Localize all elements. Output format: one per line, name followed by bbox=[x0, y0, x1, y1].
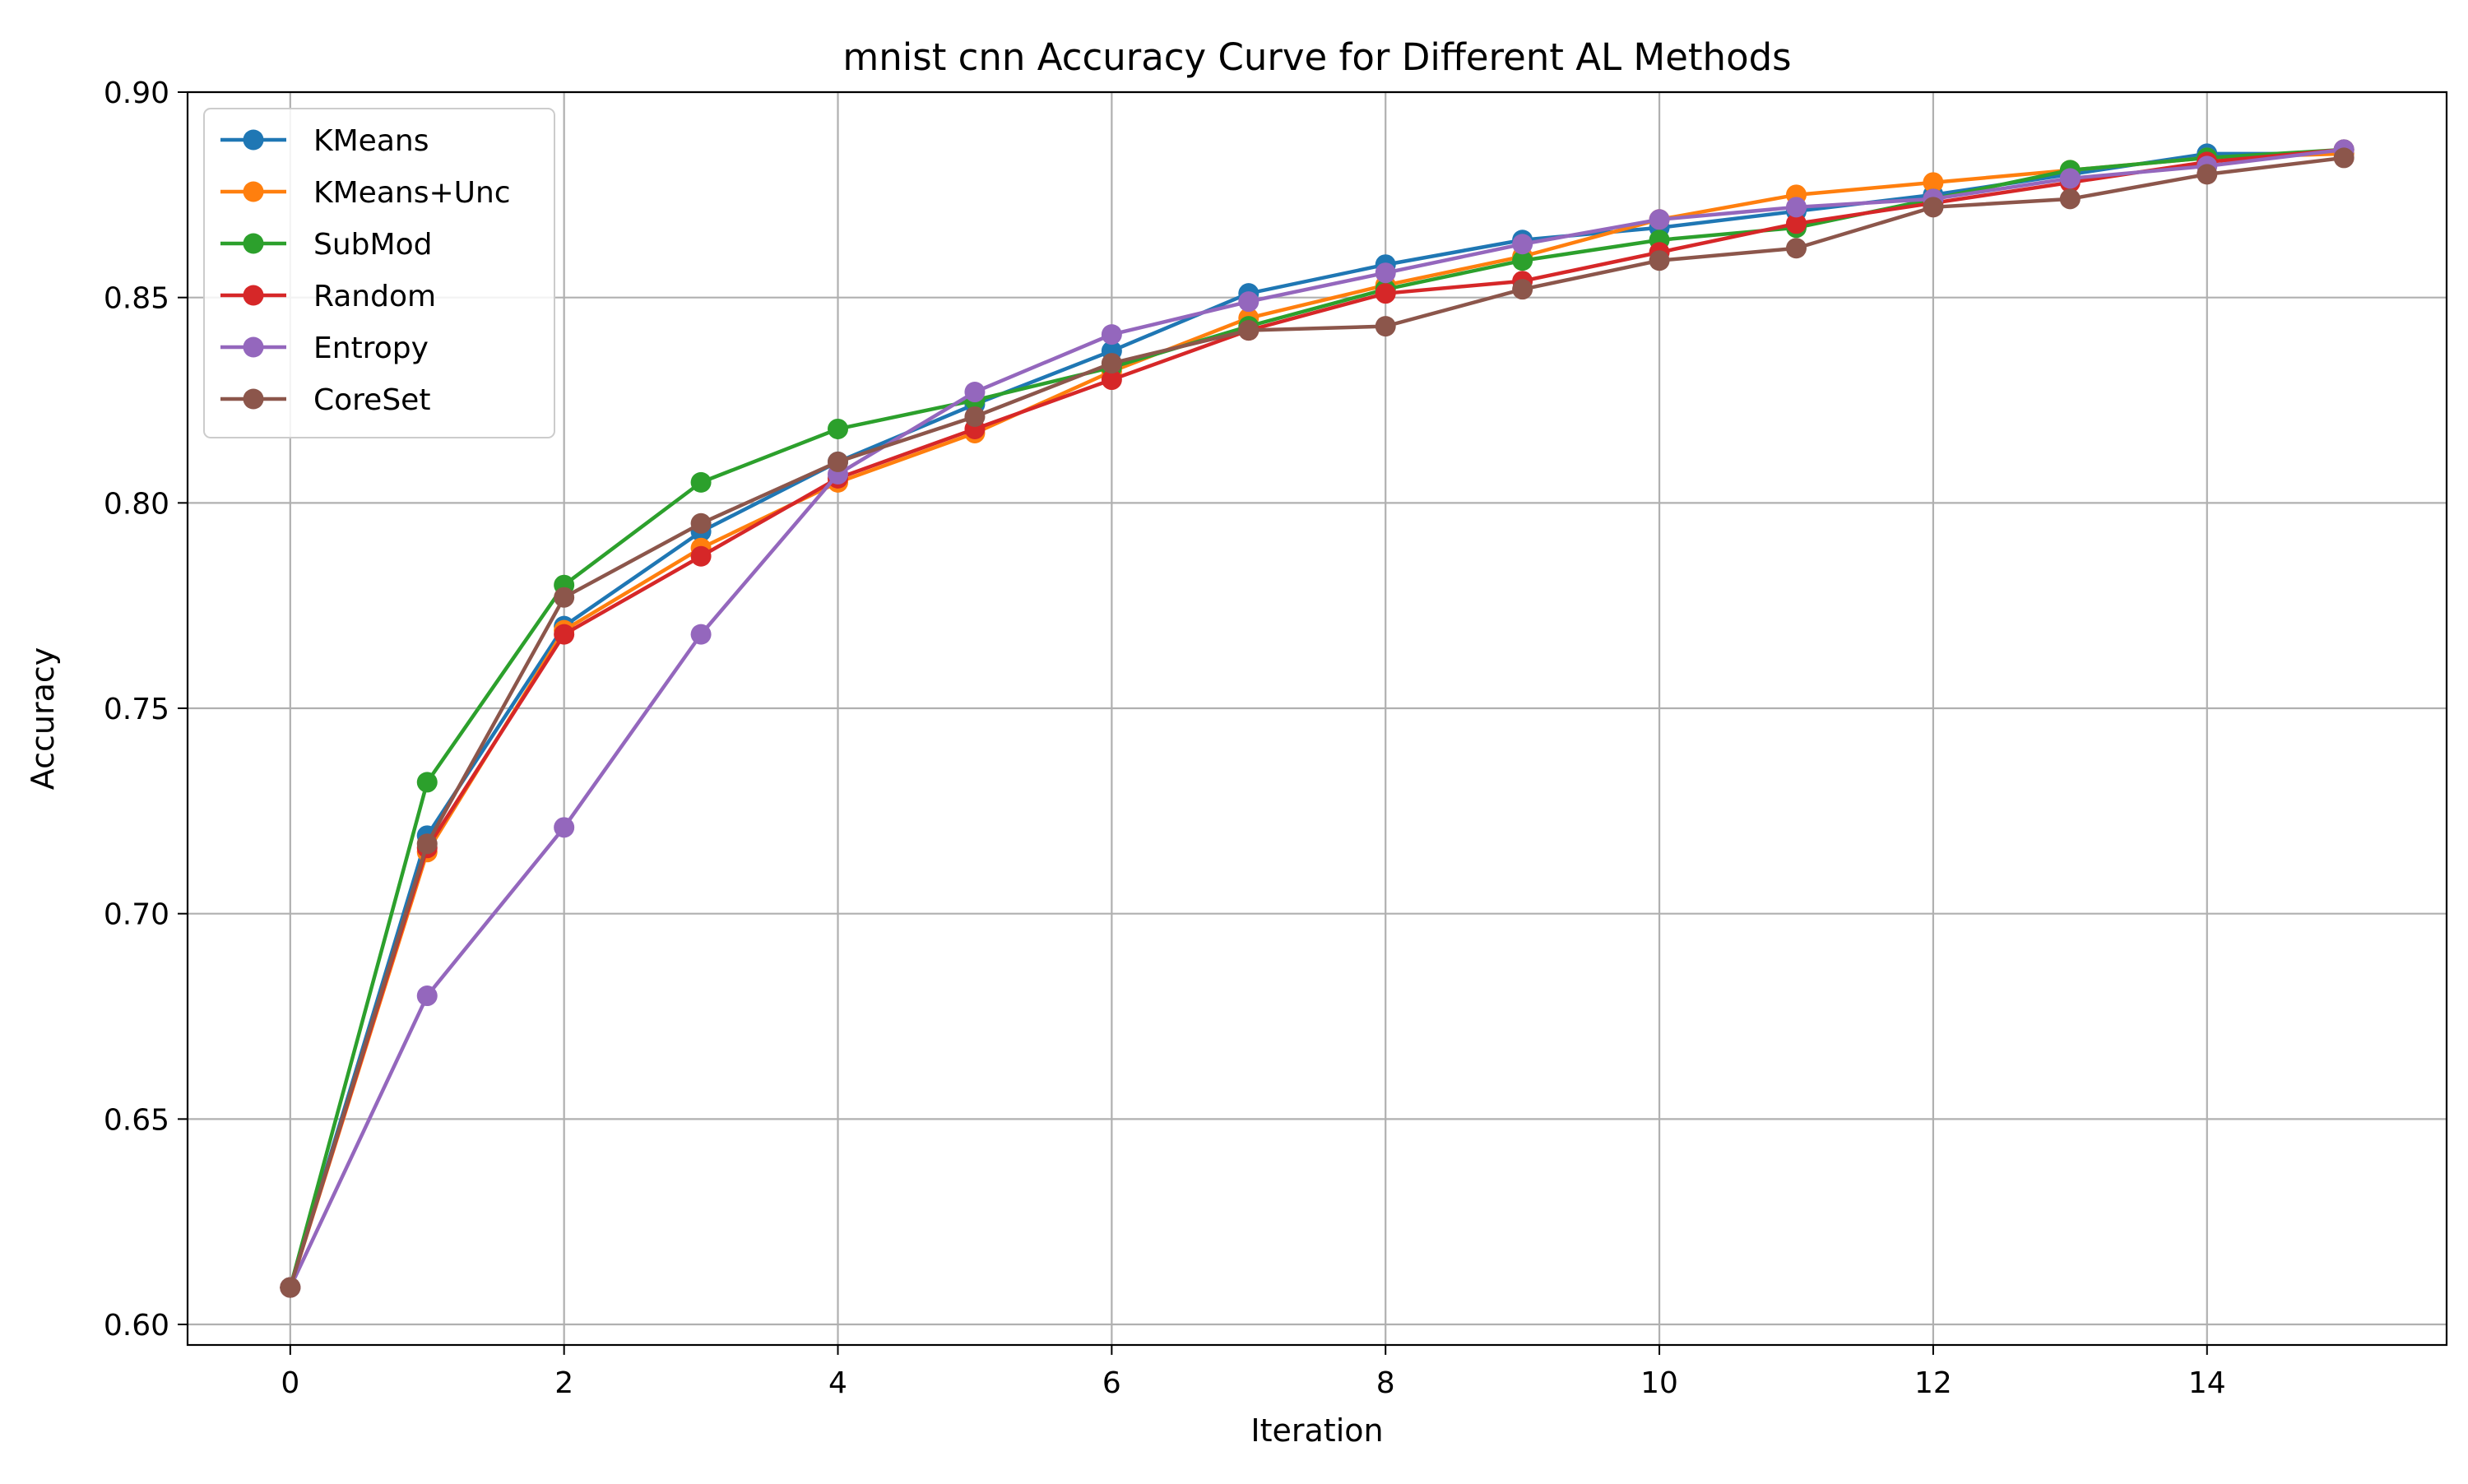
data-point bbox=[828, 451, 849, 472]
data-point bbox=[1785, 197, 1807, 218]
series-line bbox=[288, 147, 2345, 1288]
plot-frame bbox=[186, 90, 2448, 1347]
legend-label: KMeans+Unc bbox=[313, 176, 511, 210]
legend-label: CoreSet bbox=[313, 383, 430, 417]
data-point bbox=[2197, 164, 2218, 185]
data-point bbox=[690, 471, 712, 493]
legend-label: Random bbox=[313, 280, 436, 313]
series-entropy bbox=[280, 139, 2354, 1298]
series-layer bbox=[280, 139, 2354, 1298]
legend-marker bbox=[243, 233, 264, 254]
data-point bbox=[690, 512, 712, 534]
series-line bbox=[288, 155, 2345, 1288]
legend-item: Random bbox=[220, 280, 436, 313]
data-point bbox=[1238, 320, 1260, 341]
y-tick-label: 0.70 bbox=[104, 898, 169, 932]
data-point bbox=[280, 1277, 301, 1298]
data-point bbox=[416, 833, 438, 855]
data-point bbox=[416, 985, 438, 1007]
y-tick-label: 0.60 bbox=[104, 1309, 169, 1343]
x-tick-label: 14 bbox=[2188, 1366, 2226, 1400]
x-axis-label: Iteration bbox=[1250, 1412, 1383, 1449]
data-point bbox=[2059, 188, 2081, 210]
data-point bbox=[1923, 197, 1944, 218]
series-line bbox=[288, 147, 2345, 1289]
data-point bbox=[1375, 262, 1396, 284]
legend-marker bbox=[243, 336, 264, 358]
x-tick-label: 10 bbox=[1640, 1366, 1678, 1400]
x-tick-label: 2 bbox=[554, 1366, 573, 1400]
y-tick-label: 0.90 bbox=[104, 77, 169, 110]
y-tick-label: 0.80 bbox=[104, 487, 169, 521]
data-point bbox=[1101, 353, 1122, 374]
data-point bbox=[1101, 324, 1122, 345]
data-point bbox=[1512, 234, 1533, 255]
chart-title: mnist cnn Accuracy Curve for Different A… bbox=[842, 35, 1791, 79]
data-point bbox=[1785, 238, 1807, 259]
legend-item: Entropy bbox=[220, 332, 429, 365]
data-point bbox=[964, 382, 986, 403]
data-point bbox=[1649, 250, 1670, 271]
data-point bbox=[690, 624, 712, 645]
legend-marker bbox=[243, 129, 264, 151]
y-tick-label: 0.75 bbox=[104, 693, 169, 726]
data-point bbox=[2059, 168, 2081, 189]
data-point bbox=[964, 406, 986, 427]
legend-box bbox=[203, 108, 555, 438]
data-point bbox=[1375, 283, 1396, 304]
x-tick-label: 6 bbox=[1102, 1366, 1121, 1400]
y-tick-label: 0.85 bbox=[104, 282, 169, 316]
data-point bbox=[1512, 279, 1533, 300]
data-point bbox=[1101, 369, 1122, 391]
data-point bbox=[1238, 291, 1260, 313]
data-point bbox=[1375, 316, 1396, 337]
axis-ticks: 0 2 4 6 8 10 12 14 0.60 0.65 0.70 0.75 0.80 0.85 0.90 bbox=[104, 77, 2226, 1400]
legend-item: KMeans bbox=[220, 124, 429, 158]
y-axis-label: Accuracy bbox=[25, 647, 61, 791]
legend-marker bbox=[243, 388, 264, 410]
legend-marker bbox=[243, 285, 264, 306]
data-point bbox=[1512, 250, 1533, 271]
legend-item: SubMod bbox=[220, 228, 432, 262]
data-point bbox=[554, 817, 575, 838]
data-point bbox=[1785, 213, 1807, 234]
series-coreset bbox=[280, 147, 2354, 1298]
legend-item: KMeans+Unc bbox=[220, 176, 511, 210]
legend-item: CoreSet bbox=[220, 383, 430, 417]
series-line bbox=[288, 147, 2345, 1288]
x-tick-label: 4 bbox=[828, 1366, 847, 1400]
data-point bbox=[416, 772, 438, 793]
legend-label: SubMod bbox=[313, 228, 432, 262]
legend-label: Entropy bbox=[313, 332, 429, 365]
data-point bbox=[1923, 172, 1944, 193]
series-line bbox=[288, 151, 2345, 1288]
legend-marker bbox=[243, 181, 264, 202]
x-tick-label: 12 bbox=[1914, 1366, 1952, 1400]
data-point bbox=[828, 418, 849, 439]
legend: KMeans KMeans+Unc SubMod Random Entropy CoreS… bbox=[203, 108, 555, 438]
data-point bbox=[554, 587, 575, 608]
data-point bbox=[1649, 209, 1670, 230]
data-point bbox=[2333, 147, 2354, 169]
data-point bbox=[554, 624, 575, 645]
legend-label: KMeans bbox=[313, 124, 429, 158]
data-point bbox=[690, 545, 712, 567]
x-tick-label: 8 bbox=[1376, 1366, 1395, 1400]
x-tick-label: 0 bbox=[281, 1366, 299, 1400]
y-tick-label: 0.65 bbox=[104, 1103, 169, 1137]
